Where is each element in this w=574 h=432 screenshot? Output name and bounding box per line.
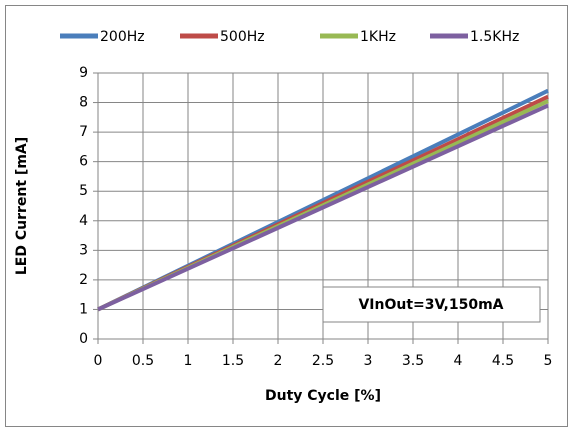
y-tick-label: 0: [79, 331, 88, 347]
legend-label: 200Hz: [100, 29, 145, 45]
y-axis-label: LED Current [mA]: [14, 137, 30, 275]
y-tick-label: 5: [79, 183, 88, 199]
legend-label: 1.5KHz: [470, 29, 519, 45]
y-tick-label: 2: [79, 272, 88, 288]
x-tick-label: 1.5: [222, 353, 244, 369]
y-tick-label: 7: [79, 124, 88, 140]
y-tick-label: 1: [79, 301, 88, 317]
y-tick-label: 3: [79, 242, 88, 258]
x-tick-label: 1: [184, 353, 193, 369]
y-tick-label: 6: [79, 154, 88, 170]
series-line: [97, 103, 549, 312]
legend-label: 500Hz: [220, 29, 265, 45]
x-tick-label: 4: [454, 353, 463, 369]
x-tick-label: 5: [544, 353, 553, 369]
y-tick-label: 9: [79, 65, 88, 81]
x-tick-label: 0.5: [132, 353, 154, 369]
x-tick-label: 4.5: [492, 353, 514, 369]
x-tick-label: 2: [274, 353, 283, 369]
x-tick-label: 3: [364, 353, 373, 369]
annotation: VInOut=3V,150mA: [358, 297, 503, 313]
y-tick-label: 8: [79, 95, 88, 111]
legend-label: 1KHz: [360, 29, 396, 45]
x-axis-label: Duty Cycle [%]: [265, 388, 381, 404]
x-tick-label: 2.5: [312, 353, 334, 369]
y-tick-label: 4: [79, 213, 88, 229]
annotation-box: [322, 286, 541, 323]
x-tick-label: 0: [94, 353, 103, 369]
x-tick-label: 3.5: [402, 353, 424, 369]
